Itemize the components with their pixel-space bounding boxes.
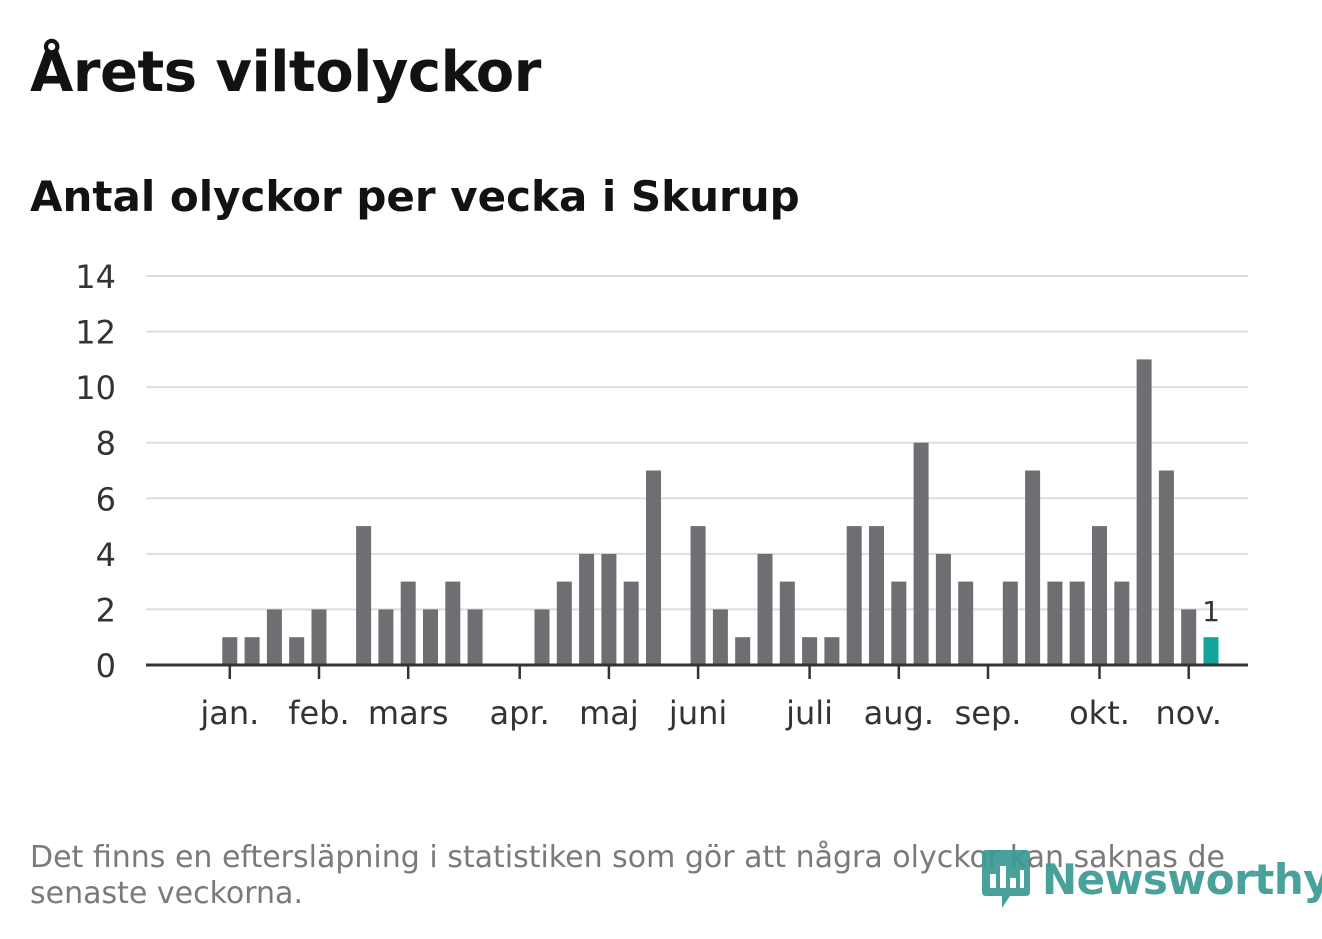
bar-week-34 [913,442,929,665]
bar-week-36 [958,581,974,665]
highlight-data-label: 1 [1202,595,1220,628]
y-tick-label-14: 14 [75,258,116,296]
bar-week-5 [266,609,282,665]
x-tick-label-sep.: sep. [955,694,1022,732]
y-tick-label-10: 10 [75,369,116,407]
bar-week-35 [935,553,951,665]
bar-week-30 [824,637,840,665]
bar-week-29 [802,637,818,665]
bar-week-38 [1002,581,1018,665]
bar-week-6 [289,637,305,665]
bar-week-22 [646,470,661,665]
bar-week-25 [712,609,728,665]
bar-week-45 [1158,470,1174,665]
bar-week-19 [579,553,595,665]
x-tick-label-feb.: feb. [288,694,349,732]
y-axis-ticks: 0 2 4 6 8 10 12 14 [75,258,116,685]
newsworthy-logo-icon [982,850,1030,908]
data-labels: 1 [1202,595,1220,628]
chart-subtitle: Antal olyckor per vecka i Skurup [30,172,800,221]
bar-week-32 [869,526,884,665]
bar-week-12 [423,609,438,665]
newsworthy-logo-text: Newsworthy [1042,854,1322,904]
y-tick-label-6: 6 [96,480,116,518]
bar-week-27 [757,553,773,665]
bar-week-20 [601,553,617,665]
bar-week-40 [1047,581,1063,665]
y-tick-label-0: 0 [96,647,116,685]
bar-week-28 [779,581,795,665]
bars [222,359,1219,665]
bar-week-10 [378,609,394,665]
bar-week-42 [1092,526,1107,665]
x-tick-label-okt.: okt. [1069,694,1130,732]
bar-week-18 [556,581,572,665]
bar-week-46 [1181,609,1197,665]
x-tick-label-juni: juni [668,694,727,732]
x-tick-label-jan.: jan. [199,694,259,732]
chart-title: Årets viltolyckor [30,40,541,105]
bar-week-7 [311,609,327,665]
bar-week-24 [690,526,706,665]
y-tick-label-8: 8 [96,425,116,463]
bar-week-33 [891,581,907,665]
bar-week-4 [244,637,260,665]
bar-week-31 [846,526,862,665]
bar-week-14 [467,609,483,665]
bar-week-26 [735,637,751,665]
x-tick-label-maj: maj [579,694,639,732]
bar-week-43 [1114,581,1130,665]
bar-week-9 [356,526,372,665]
x-tick-label-nov.: nov. [1155,694,1221,732]
bar-week-21 [623,581,639,665]
x-axis: jan. feb. mars apr. maj juni juli aug. sep. okt. n… [146,663,1248,732]
bar-week-11 [400,581,416,665]
newsworthy-logo: Newsworthy [980,848,1322,910]
bar-week-41 [1069,581,1085,665]
bar-week-44 [1136,359,1152,665]
x-tick-label-mars: mars [368,694,449,732]
y-tick-label-4: 4 [96,536,116,574]
bar-week-13 [445,581,461,665]
y-tick-label-2: 2 [96,591,116,629]
bar-week-47 [1203,637,1219,665]
x-tick-label-apr.: apr. [490,694,550,732]
y-tick-label-12: 12 [75,314,116,352]
x-tick-label-aug.: aug. [864,694,934,732]
bar-week-17 [534,609,550,665]
gridlines [146,275,1248,611]
bar-week-39 [1025,470,1041,665]
x-tick-label-juli: juli [785,694,833,732]
bar-week-3 [222,637,238,665]
